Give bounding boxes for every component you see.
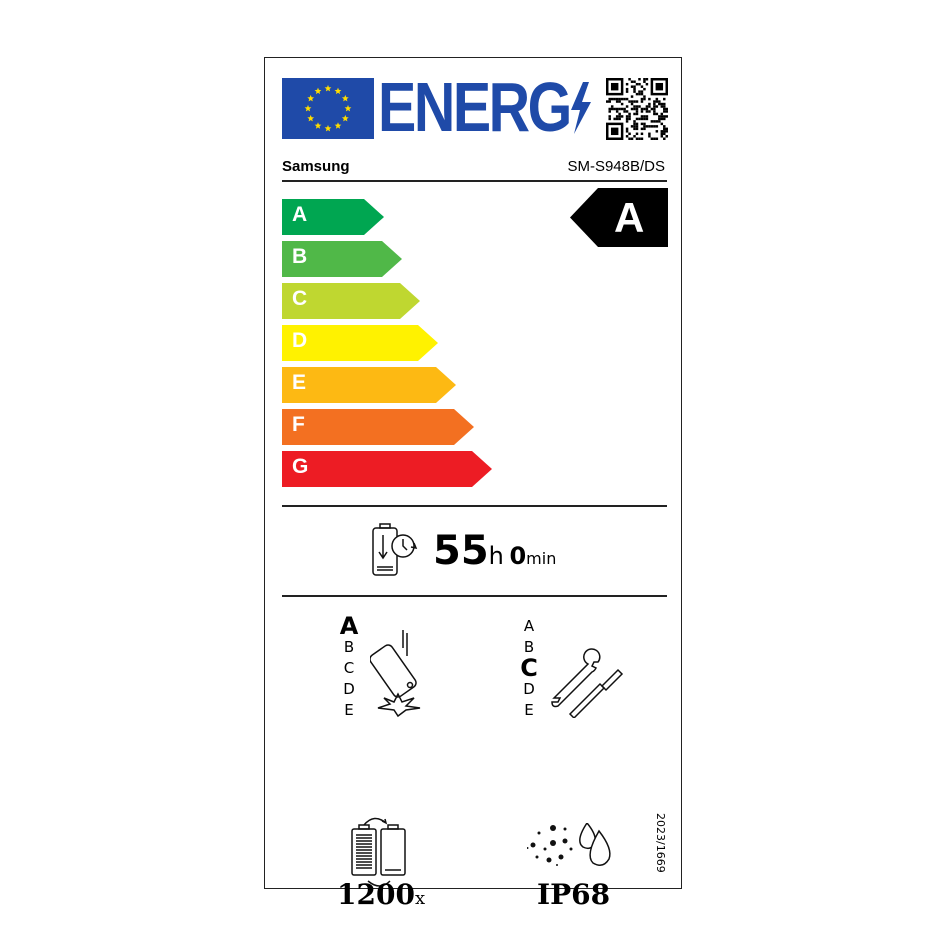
energy-class-letter: E	[292, 371, 307, 394]
drop-class-c: C	[343, 659, 355, 677]
model-number: SM-S948B/DS	[567, 158, 665, 175]
brand-name: Samsung	[282, 158, 350, 175]
repair-tools-icon	[551, 648, 624, 718]
repair-class-e: E	[524, 701, 534, 719]
energy-class-bar-d: D	[282, 325, 438, 361]
battery-minutes: 0	[509, 542, 527, 570]
regulation-number: 2023/1669	[654, 813, 667, 873]
dust-water-icon	[527, 823, 611, 866]
drop-class-a: A	[339, 612, 359, 640]
energy-class-letter: F	[292, 413, 305, 436]
energy-class-bar-a: A	[282, 199, 384, 235]
energy-class-bar-c: C	[282, 283, 420, 319]
energy-class-letter: G	[292, 455, 309, 478]
ingress-protection: IP68	[537, 878, 611, 911]
drop-class-e: E	[344, 701, 354, 719]
repair-class-c: C	[520, 654, 538, 682]
hours-unit: h	[488, 542, 504, 570]
divider	[282, 595, 667, 597]
energy-class-letter: D	[292, 329, 308, 352]
repair-class-b: B	[523, 638, 535, 656]
energy-class-letter: A	[292, 203, 308, 226]
eu-stars-icon	[304, 84, 352, 132]
minutes-unit: min	[526, 549, 557, 568]
divider	[282, 505, 667, 507]
energy-class-bar-f: F	[282, 409, 474, 445]
battery-cycles-value: 1200	[337, 878, 415, 911]
divider	[282, 180, 667, 182]
energy-class-letter: B	[292, 245, 308, 268]
phone-drop-icon	[370, 630, 421, 718]
battery-hours: 55	[433, 528, 489, 574]
repair-class-d: D	[523, 680, 535, 698]
battery-endurance-icon	[372, 523, 418, 576]
lightning-icon	[571, 82, 591, 134]
energy-class-bar-b: B	[282, 241, 402, 277]
eu-flag	[282, 78, 374, 139]
energy-rating-letter: A	[614, 194, 645, 241]
qr-code[interactable]	[606, 78, 668, 140]
energy-rating-arrow: A	[570, 188, 668, 247]
cycles-unit: x	[414, 888, 426, 909]
energy-title: ENERG	[378, 68, 572, 146]
energy-class-letter: C	[292, 287, 308, 310]
repair-class-a: A	[523, 617, 535, 635]
energy-class-bar-e: E	[282, 367, 456, 403]
drop-class-d: D	[343, 680, 355, 698]
energy-class-bar-g: G	[282, 451, 492, 487]
battery-cycles-icon	[351, 817, 406, 887]
drop-class-b: B	[343, 638, 355, 656]
